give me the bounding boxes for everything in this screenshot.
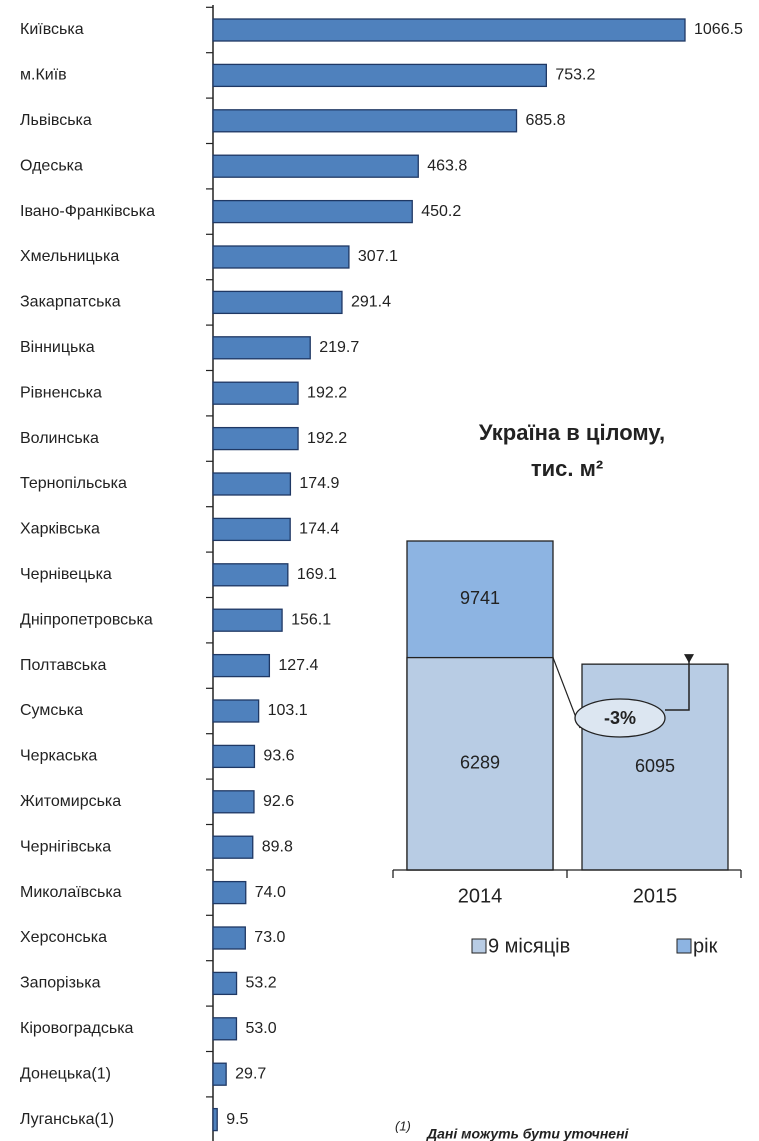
legend-label: 9 місяців — [488, 935, 570, 957]
category-label: Полтавська — [20, 657, 106, 674]
legend-swatch — [471, 938, 487, 954]
category-label: Херсонська — [20, 929, 107, 946]
bar — [212, 1062, 227, 1086]
bar — [212, 1017, 238, 1041]
bar — [212, 154, 419, 178]
bar — [212, 63, 547, 88]
bar — [212, 790, 255, 814]
category-label: Харківська — [20, 521, 100, 538]
value-label: 103.1 — [268, 702, 308, 719]
legend-swatch — [676, 938, 692, 954]
value-label: 1066.5 — [694, 21, 743, 38]
value-label: 169.1 — [297, 566, 337, 583]
x-tick-label: 2014 — [458, 885, 503, 907]
footnote-mark: (1) — [395, 1118, 411, 1133]
value-label: 307.1 — [358, 248, 398, 265]
value-label: 53.2 — [246, 975, 277, 992]
footnote: Дані можуть бути уточнені — [426, 1126, 630, 1141]
value-label: 450.2 — [421, 203, 461, 220]
bar — [212, 109, 518, 133]
inset-title: тис. м² — [531, 456, 603, 481]
bar — [212, 426, 299, 451]
bar — [212, 381, 299, 405]
category-label: Закарпатська — [20, 294, 121, 311]
value-label: 174.9 — [299, 475, 339, 492]
category-label: Черкаська — [20, 748, 97, 765]
value-label: 29.7 — [235, 1065, 266, 1082]
category-label: Чернівецька — [20, 566, 112, 583]
value-label: 127.4 — [278, 657, 318, 674]
category-label: Вінницька — [20, 339, 95, 356]
category-label: Дніпропетровська — [20, 611, 153, 628]
bar — [212, 835, 254, 859]
bar — [212, 699, 260, 723]
bar — [212, 290, 343, 315]
category-label: Луганська(1) — [20, 1111, 114, 1128]
value-label: 93.6 — [263, 748, 294, 765]
category-label: Сумська — [20, 702, 83, 719]
category-label: Волинська — [20, 430, 99, 447]
value-label: 156.1 — [291, 611, 331, 628]
value-label: 9.5 — [226, 1111, 248, 1128]
category-label: Запорізька — [20, 975, 101, 992]
bar — [212, 1107, 218, 1132]
value-label: 89.8 — [262, 838, 293, 855]
value-label: 9741 — [460, 588, 500, 608]
bar — [212, 608, 283, 632]
bar — [212, 653, 271, 678]
value-label: 192.2 — [307, 430, 347, 447]
annotation-arrow — [665, 656, 690, 711]
annotation-arrowhead — [684, 654, 694, 664]
annotation: -3% — [604, 708, 636, 728]
category-label: Рівненська — [20, 384, 102, 401]
bar — [212, 472, 292, 496]
bar — [212, 18, 686, 42]
category-label: Житомирська — [20, 793, 121, 810]
inset-title: Україна в цілому, — [479, 420, 665, 445]
category-label: Донецька(1) — [20, 1065, 111, 1082]
value-label: 73.0 — [254, 929, 285, 946]
bar — [212, 926, 246, 950]
value-label: 174.4 — [299, 521, 339, 538]
value-label: 53.0 — [245, 1020, 276, 1037]
bar — [212, 336, 311, 360]
value-label: 753.2 — [555, 67, 595, 84]
annotation-bubble — [574, 698, 666, 738]
category-label: Одеська — [20, 157, 83, 174]
bar — [212, 563, 289, 587]
value-label: 6289 — [460, 753, 500, 773]
category-label: Київська — [20, 21, 84, 38]
category-label: м.Київ — [20, 67, 67, 84]
category-label: Кіровоградська — [20, 1020, 134, 1037]
bar — [212, 744, 256, 769]
category-label: Івано-Франківська — [20, 203, 155, 220]
value-label: 74.0 — [255, 884, 286, 901]
value-label: 92.6 — [263, 793, 294, 810]
value-label: 463.8 — [427, 157, 467, 174]
value-label: 685.8 — [526, 112, 566, 129]
value-label: 6095 — [635, 756, 675, 776]
category-label: Львівська — [20, 112, 92, 129]
category-label: Хмельницька — [20, 248, 119, 265]
bar — [406, 656, 554, 871]
x-tick-label: 2015 — [633, 885, 678, 907]
bar — [212, 971, 238, 996]
legend-label: рік — [693, 935, 718, 957]
category-label: Миколаївська — [20, 884, 122, 901]
category-label: Тернопільська — [20, 475, 127, 492]
bar — [212, 517, 291, 542]
bar — [212, 199, 413, 224]
category-label: Чернігівська — [20, 838, 111, 855]
value-label: 192.2 — [307, 384, 347, 401]
bar — [212, 245, 350, 269]
value-label: 219.7 — [319, 339, 359, 356]
value-label: 291.4 — [351, 294, 391, 311]
bar — [212, 880, 247, 905]
